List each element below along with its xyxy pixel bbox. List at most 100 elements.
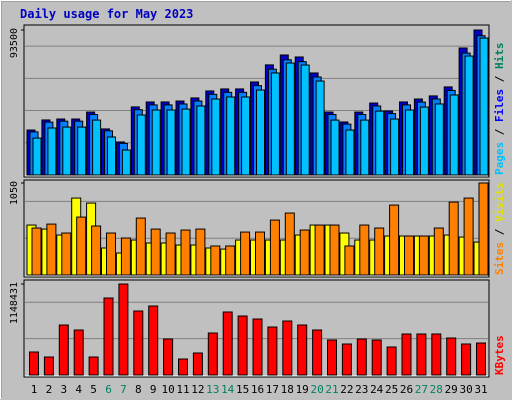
- bar: [92, 119, 102, 176]
- x-tick-label: 3: [60, 383, 67, 396]
- bar: [374, 227, 385, 276]
- chart-title: Daily usage for May 2023: [20, 7, 193, 21]
- bar: [120, 237, 131, 276]
- legend-separator: /: [493, 222, 506, 242]
- x-tick-label: 22: [340, 383, 353, 396]
- bar: [133, 310, 144, 376]
- bar: [297, 324, 308, 376]
- x-tick-label: 14: [221, 383, 235, 396]
- bar: [43, 356, 54, 376]
- bar: [181, 108, 191, 176]
- bar: [285, 62, 295, 176]
- bar: [284, 212, 295, 276]
- bar: [479, 37, 489, 176]
- bar: [222, 311, 233, 376]
- x-tick-label: 23: [355, 383, 368, 396]
- y-tick-label: 1148431: [9, 282, 20, 324]
- bar: [136, 114, 146, 176]
- bar: [195, 228, 206, 276]
- bar: [166, 109, 176, 176]
- bar: [478, 182, 489, 276]
- x-tick-label: 2: [46, 383, 53, 396]
- bar: [103, 297, 114, 376]
- x-tick-label: 25: [385, 383, 398, 396]
- bar: [375, 110, 385, 176]
- legend: Pages / Files / Hits: [493, 43, 506, 176]
- bar: [107, 136, 116, 176]
- bar: [386, 346, 397, 376]
- bar: [226, 96, 236, 176]
- bar: [252, 318, 263, 376]
- bar: [210, 245, 221, 276]
- x-tick-label: 27: [415, 383, 428, 396]
- bar: [47, 127, 57, 176]
- bar: [464, 55, 474, 176]
- x-tick-label: 18: [281, 383, 294, 396]
- bar: [419, 106, 429, 176]
- bar: [269, 219, 280, 276]
- x-tick-label: 29: [445, 383, 458, 396]
- bar: [207, 332, 218, 376]
- x-tick-label: 20: [310, 383, 323, 396]
- y-tick-label: 1050: [9, 181, 20, 205]
- bar: [29, 351, 39, 376]
- bar: [241, 96, 251, 176]
- bar: [371, 339, 382, 376]
- x-tick-label: 26: [400, 383, 413, 396]
- bar: [282, 320, 293, 376]
- bar: [178, 358, 188, 376]
- x-tick-label: 15: [236, 383, 249, 396]
- bar: [344, 245, 355, 276]
- x-tick-label: 9: [150, 383, 157, 396]
- bar: [58, 324, 69, 376]
- bar: [446, 337, 457, 376]
- bar: [461, 343, 472, 376]
- bar: [312, 329, 323, 376]
- bar: [299, 229, 310, 276]
- bar: [404, 235, 414, 276]
- x-tick-label: 28: [430, 383, 443, 396]
- bar: [416, 333, 427, 376]
- bar: [237, 315, 248, 376]
- bar: [270, 72, 280, 176]
- bar: [32, 137, 42, 176]
- legend-separator: /: [493, 122, 506, 142]
- x-tick-label: 17: [266, 383, 279, 396]
- legend-entry: Hits: [493, 43, 506, 70]
- bar: [389, 204, 400, 276]
- bar: [135, 217, 146, 276]
- bar: [62, 126, 72, 176]
- x-tick-label: 11: [176, 383, 189, 396]
- x-tick-label: 5: [90, 383, 97, 396]
- bar: [180, 229, 191, 276]
- bar: [61, 232, 72, 276]
- bar: [359, 224, 370, 276]
- bar: [434, 103, 444, 176]
- x-tick-label: 12: [191, 383, 204, 396]
- legend-entry: KBytes: [493, 335, 506, 375]
- x-tick-label: 31: [474, 383, 487, 396]
- x-tick-label: 4: [75, 383, 82, 396]
- bar: [46, 223, 57, 276]
- x-tick-label: 30: [459, 383, 472, 396]
- bar: [240, 231, 251, 276]
- bar: [192, 352, 203, 376]
- bar: [314, 224, 325, 276]
- bar: [165, 232, 176, 276]
- bar: [267, 326, 278, 376]
- legend-entry: Files: [493, 89, 506, 122]
- bar: [211, 98, 221, 176]
- legend: Sites / Visits: [493, 182, 506, 275]
- bar: [431, 333, 442, 376]
- bar: [196, 105, 206, 176]
- bar: [225, 245, 236, 276]
- x-tick-label: 8: [135, 383, 142, 396]
- bar: [150, 228, 161, 276]
- bar: [448, 201, 459, 276]
- bar: [327, 339, 337, 376]
- bar: [106, 232, 116, 276]
- y-tick-label: 93500: [9, 28, 20, 58]
- bar: [31, 227, 42, 276]
- x-tick-label: 13: [206, 383, 219, 396]
